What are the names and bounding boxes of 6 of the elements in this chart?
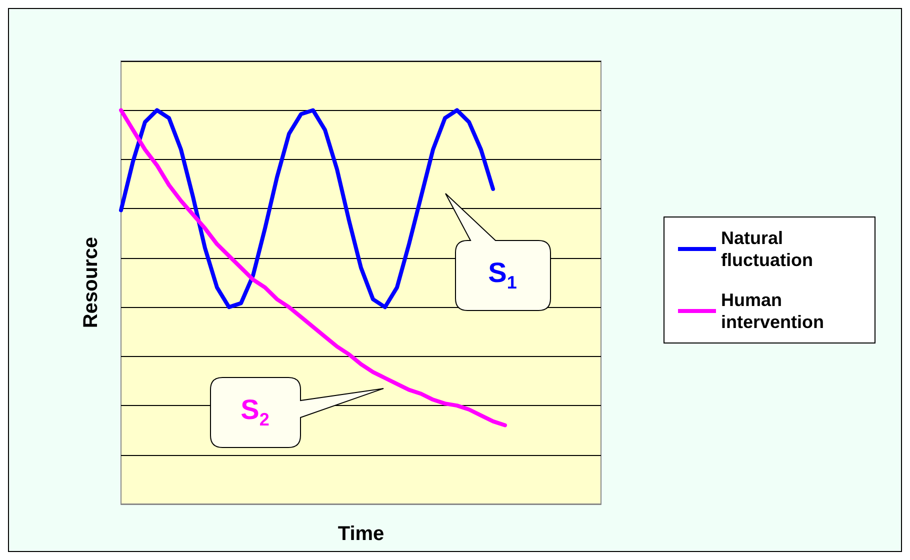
- y-axis-title: Resource: [80, 236, 102, 328]
- x-axis-title: Time: [338, 523, 384, 545]
- annotation: S$_{2}$: [240, 394, 270, 430]
- annotation: S$_{1}$: [488, 256, 517, 294]
- legend-label: Human intervention: [721, 290, 824, 332]
- legend-label: Natural fluctuation: [721, 228, 813, 270]
